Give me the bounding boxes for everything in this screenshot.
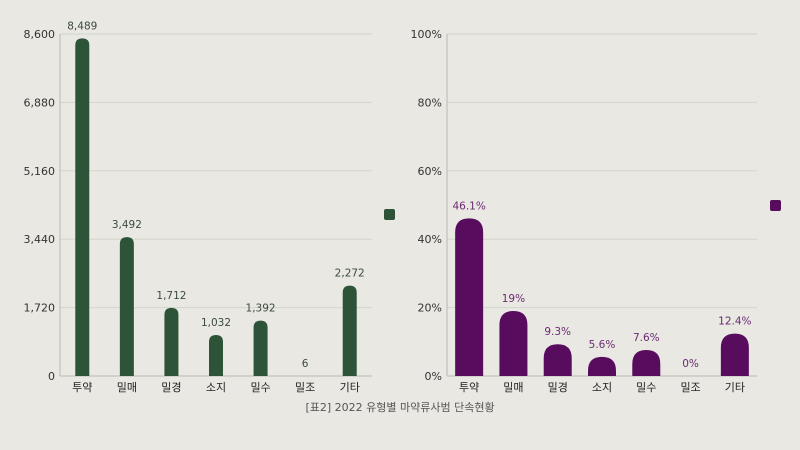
share-value-label: 19% [502, 293, 525, 305]
y-tick-label: 0 [48, 370, 55, 383]
count-bar [253, 320, 268, 376]
x-category-label: 기타 [725, 381, 745, 394]
count-value-label: 3,492 [112, 219, 142, 231]
share-value-label: 5.6% [589, 339, 616, 351]
x-category-label: 투약 [72, 380, 92, 394]
y-tick-label: 60% [418, 165, 442, 178]
y-tick-label: 100% [411, 28, 442, 41]
share-value-label: 12.4% [718, 316, 751, 328]
y-tick-label: 40% [418, 233, 442, 246]
share-bar [455, 218, 484, 376]
share-value-label: 9.3% [544, 326, 571, 338]
share-bar [499, 311, 528, 376]
x-category-label: 소지 [592, 381, 612, 394]
x-category-label: 밀조 [680, 381, 700, 394]
x-category-label: 기타 [340, 381, 360, 394]
x-category-label: 밀매 [117, 381, 137, 394]
x-category-label: 밀경 [548, 381, 568, 394]
legend-swatch [384, 209, 395, 220]
count-value-label: 1,032 [201, 317, 231, 329]
y-tick-label: 3,440 [24, 233, 56, 246]
count-value-label: 8,489 [67, 20, 97, 32]
count-bar [164, 307, 179, 376]
x-category-label: 밀매 [503, 381, 523, 394]
y-tick-label: 80% [418, 96, 442, 109]
x-category-label: 밀조 [295, 381, 315, 394]
y-tick-label: 5,160 [24, 165, 56, 178]
x-category-label: 밀경 [161, 381, 181, 394]
share-value-label: 7.6% [633, 332, 660, 344]
share-value-label: 0% [682, 358, 699, 370]
share-bar [588, 356, 616, 376]
count-bar [342, 285, 357, 376]
y-tick-label: 1,720 [24, 302, 56, 315]
x-category-label: 투약 [459, 380, 479, 394]
legend-swatch [770, 200, 781, 211]
count-value-label: 1,712 [156, 290, 186, 302]
share-value-label: 46.1% [452, 200, 485, 212]
count-value-label: 6 [302, 358, 309, 370]
chart-count-by-type: 0 1,720 3,440 5,160 6,880 8,600 8,489 투약 3,492 밀매… [24, 20, 395, 394]
share-bar [720, 333, 749, 376]
x-category-label: 소지 [206, 381, 226, 394]
share-bar [543, 344, 572, 376]
share-bar [632, 350, 661, 376]
y-tick-label: 6,880 [24, 96, 56, 109]
y-tick-label: 20% [418, 302, 442, 315]
chart-share-by-type: 0% 20% 40% 60% 80% 100% 46.1% 투약 19% 밀매 9.3% 밀경 5.6%… [411, 28, 781, 394]
count-bar [209, 334, 223, 376]
count-bar [75, 38, 90, 376]
count-bar [119, 237, 134, 376]
count-value-label: 2,272 [335, 268, 365, 280]
chart-caption: [표2] 2022 유형별 마약류사범 단속현황 [305, 401, 495, 414]
y-tick-label: 0% [425, 370, 442, 383]
x-category-label: 밀수 [636, 381, 656, 394]
y-tick-label: 8,600 [24, 28, 56, 41]
x-category-label: 밀수 [250, 381, 270, 394]
count-value-label: 1,392 [246, 303, 276, 315]
